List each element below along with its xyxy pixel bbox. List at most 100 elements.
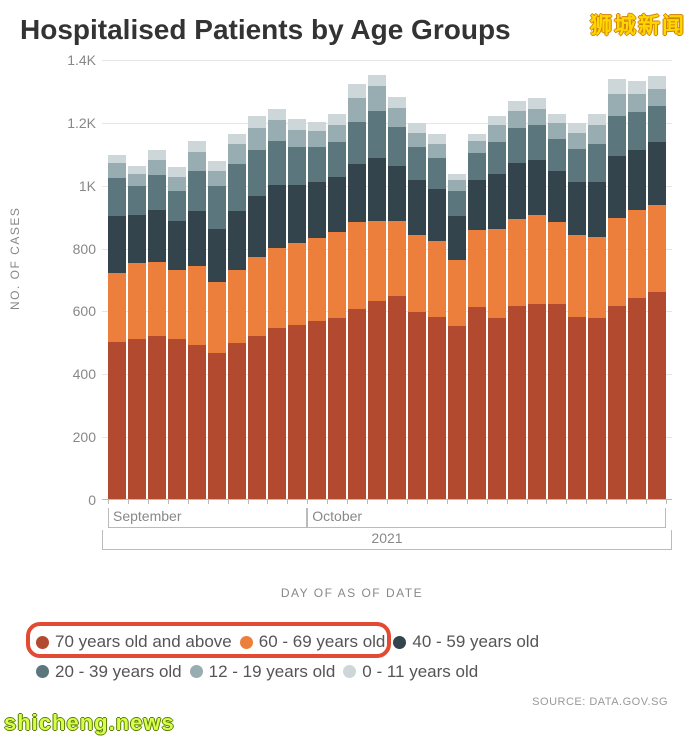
bar-segment (508, 111, 526, 128)
legend-swatch (393, 636, 406, 649)
bar-segment (268, 141, 286, 185)
bar-column (208, 161, 226, 499)
bar-segment (248, 257, 266, 336)
bar-segment (648, 76, 666, 89)
bar-column (508, 101, 526, 499)
bar-segment (148, 336, 166, 499)
legend-item: 40 - 59 years old (393, 628, 539, 656)
bar-segment (288, 325, 306, 499)
bar-segment (528, 304, 546, 499)
bar-segment (568, 133, 586, 149)
month-label: October (312, 508, 362, 524)
bar-segment (168, 191, 186, 221)
bar-segment (148, 160, 166, 176)
bar-segment (368, 75, 386, 86)
bar-segment (368, 221, 386, 301)
bar-segment (488, 174, 506, 229)
bar-segment (428, 158, 446, 189)
legend-swatch (343, 665, 356, 678)
bar-segment (408, 180, 426, 235)
y-tick-label: 400 (36, 366, 96, 382)
bar-segment (348, 122, 366, 164)
bar-segment (228, 211, 246, 269)
y-tick-label: 1.2K (36, 115, 96, 131)
bar-segment (568, 235, 586, 317)
bar-segment (588, 125, 606, 144)
bar-segment (208, 161, 226, 170)
bar-column (548, 114, 566, 499)
bar-segment (348, 84, 366, 98)
legend-swatch (36, 665, 49, 678)
y-axis-label: NO. OF CASES (8, 207, 22, 310)
bar-segment (228, 270, 246, 344)
bar-segment (468, 180, 486, 230)
bar-segment (528, 98, 546, 109)
bar-column (248, 116, 266, 499)
bar-segment (408, 312, 426, 499)
bar-segment (308, 122, 326, 131)
bar-segment (108, 342, 126, 499)
bar-segment (188, 141, 206, 152)
bar-segment (268, 109, 286, 120)
bar-segment (648, 205, 666, 291)
bar-segment (308, 131, 326, 147)
bar-segment (128, 166, 146, 174)
bar-segment (548, 123, 566, 139)
bar-segment (428, 189, 446, 241)
bar-segment (308, 147, 326, 182)
bar-segment (588, 318, 606, 499)
bar-segment (368, 301, 386, 499)
y-tick-label: 1K (36, 178, 96, 194)
bar-segment (628, 298, 646, 499)
bar-segment (608, 79, 626, 93)
bar-segment (108, 273, 126, 342)
chart-title: Hospitalised Patients by Age Groups (0, 0, 692, 50)
bar-segment (228, 343, 246, 499)
bar-segment (328, 177, 346, 232)
bar-segment (188, 266, 206, 345)
bar-segment (248, 116, 266, 129)
x-axis-month-span: September (108, 508, 307, 528)
bar-segment (468, 307, 486, 499)
bar-segment (628, 112, 646, 150)
bar-segment (348, 164, 366, 222)
watermark-top: 狮城新闻 (590, 8, 686, 40)
stacked-bars (102, 60, 672, 499)
bar-segment (188, 345, 206, 499)
legend-label: 20 - 39 years old (55, 658, 182, 686)
bar-column (568, 123, 586, 499)
bar-segment (588, 114, 606, 125)
bar-segment (328, 318, 346, 499)
bar-segment (148, 175, 166, 210)
bar-column (288, 119, 306, 499)
bar-segment (388, 221, 406, 296)
y-tick-label: 800 (36, 241, 96, 257)
bar-segment (108, 178, 126, 216)
bar-segment (608, 218, 626, 306)
bar-segment (528, 125, 546, 160)
bar-segment (408, 147, 426, 180)
bar-segment (388, 166, 406, 221)
bar-column (148, 150, 166, 499)
bar-segment (528, 215, 546, 305)
bar-column (408, 123, 426, 499)
bar-segment (208, 171, 226, 187)
bar-column (388, 97, 406, 499)
bar-segment (348, 98, 366, 122)
bar-segment (108, 163, 126, 179)
bar-column (368, 75, 386, 499)
source-attribution: SOURCE: DATA.GOV.SG (532, 696, 668, 708)
bar-segment (428, 317, 446, 499)
bar-segment (268, 120, 286, 140)
bar-segment (628, 150, 646, 210)
bar-segment (508, 128, 526, 163)
bar-segment (348, 222, 366, 308)
bar-segment (648, 292, 666, 499)
bar-segment (488, 318, 506, 499)
y-tick-label: 1.4K (36, 52, 96, 68)
bar-segment (548, 222, 566, 304)
bar-segment (128, 263, 146, 338)
bar-segment (448, 191, 466, 216)
bar-segment (168, 167, 186, 176)
bar-segment (628, 210, 646, 298)
